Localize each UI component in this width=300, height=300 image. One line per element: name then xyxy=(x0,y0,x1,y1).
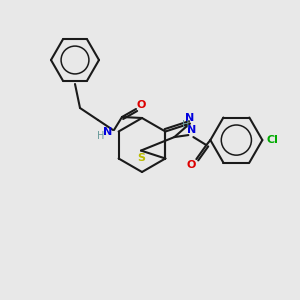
Text: H: H xyxy=(182,120,189,130)
Text: O: O xyxy=(136,100,146,110)
Text: S: S xyxy=(137,153,145,163)
Text: O: O xyxy=(187,160,196,170)
Text: Cl: Cl xyxy=(266,135,278,145)
Text: N: N xyxy=(187,125,196,135)
Text: N: N xyxy=(185,112,194,123)
Text: H: H xyxy=(97,131,105,141)
Text: N: N xyxy=(103,127,112,137)
